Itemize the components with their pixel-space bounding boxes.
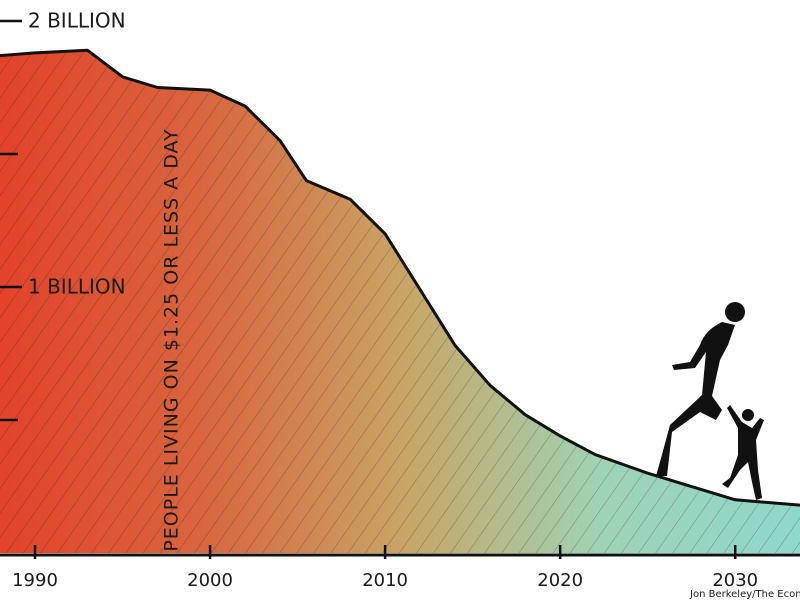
axes: 1990 2000 2010 2020 2030 1 BILLION 2 BILLION <box>0 9 800 591</box>
y-tick-label: 2 BILLION <box>28 9 126 33</box>
x-tick-label: 2010 <box>362 570 408 591</box>
x-tick-label: 2030 <box>712 570 758 591</box>
credit: Jon Berkeley/The Economist <box>689 589 800 600</box>
x-tick-label: 2000 <box>187 570 233 591</box>
area-hatch <box>0 50 800 553</box>
area-outline <box>0 48 800 507</box>
annotation-line: PEOPLE LIVING ON $1.25 OR LESS A DAY <box>161 128 183 551</box>
area-layer <box>0 48 800 553</box>
x-tick-label: 1990 <box>12 570 58 591</box>
x-tick-label: 2020 <box>537 570 583 591</box>
y-tick-label: 1 BILLION <box>28 275 126 299</box>
silhouettes <box>656 302 764 500</box>
